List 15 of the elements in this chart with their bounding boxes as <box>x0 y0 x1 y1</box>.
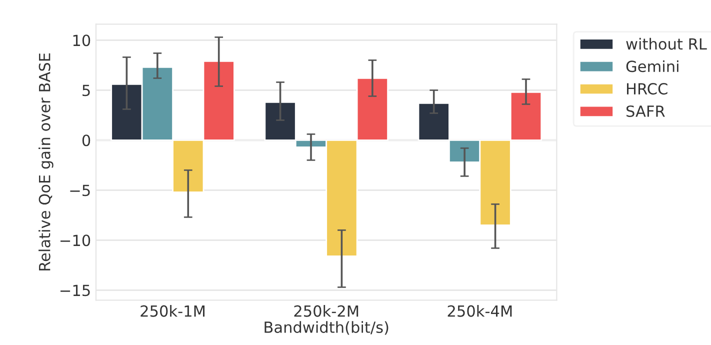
legend-label: HRCC <box>627 83 668 95</box>
y-tick-label: −10 <box>60 234 90 246</box>
y-tick-label: 5 <box>82 84 90 96</box>
legend-label: Gemini <box>626 60 678 72</box>
y-tick-label: 10 <box>73 34 90 46</box>
x-tick-label: 250k-4M <box>448 305 512 317</box>
legend-label: SAFR <box>626 105 665 117</box>
y-tick-label: −15 <box>60 284 90 296</box>
x-axis-title: Bandwidth(bit/s) <box>264 321 388 335</box>
y-tick-label: 0 <box>82 134 90 146</box>
legend-label: without RL <box>626 38 707 50</box>
x-tick-label: 250k-2M <box>294 305 358 317</box>
y-axis-title: Relative QoE gain over BASE <box>38 53 54 270</box>
x-tick-label: 250k-1M <box>140 305 204 317</box>
y-tick-label: −5 <box>70 184 90 196</box>
